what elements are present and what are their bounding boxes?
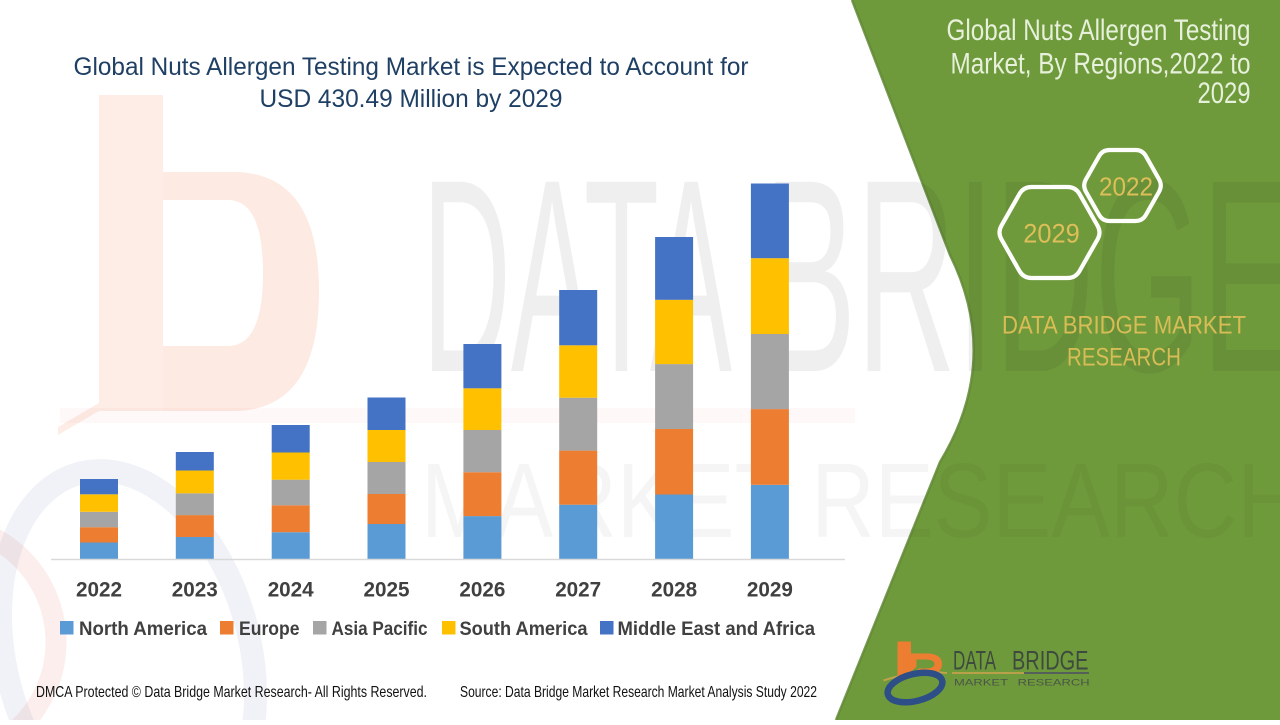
svg-text:DATA: DATA: [953, 646, 996, 676]
svg-text:2028: 2028: [651, 578, 697, 602]
svg-text:2027: 2027: [555, 578, 601, 602]
svg-text:Global Nuts Allergen Testing M: Global Nuts Allergen Testing Market is E…: [74, 53, 749, 81]
svg-text:Middle East and Africa: Middle East and Africa: [618, 618, 816, 640]
svg-text:Global Nuts Allergen Testing: Global Nuts Allergen Testing: [947, 14, 1251, 47]
svg-text:BRIDGE: BRIDGE: [1012, 646, 1089, 676]
svg-text:MARKET RESEARCH: MARKET RESEARCH: [421, 442, 1280, 560]
svg-text:2029: 2029: [1198, 77, 1251, 110]
svg-text:USD 430.49 Million by 2029: USD 430.49 Million by 2029: [260, 85, 563, 113]
svg-text:2025: 2025: [364, 578, 410, 602]
svg-text:RESEARCH: RESEARCH: [1067, 344, 1181, 372]
svg-text:2022: 2022: [1099, 172, 1153, 202]
svg-text:MARKET: MARKET: [954, 678, 1009, 688]
svg-text:DATA BRIDGE MARKET: DATA BRIDGE MARKET: [1002, 312, 1246, 340]
svg-text:Market, By Regions,2022 to: Market, By Regions,2022 to: [951, 48, 1251, 81]
svg-text:Europe: Europe: [239, 618, 300, 640]
svg-text:2026: 2026: [459, 578, 505, 602]
svg-text:RESEARCH: RESEARCH: [1018, 678, 1090, 688]
svg-text:North America: North America: [79, 618, 207, 640]
svg-text:DMCA Protected © Data Bridge M: DMCA Protected © Data Bridge Market Rese…: [36, 684, 427, 701]
svg-text:2029: 2029: [1023, 219, 1080, 249]
svg-text:BRIDGE: BRIDGE: [764, 124, 1280, 431]
svg-text:South America: South America: [460, 618, 588, 640]
svg-text:2023: 2023: [172, 578, 218, 602]
svg-text:2022: 2022: [76, 578, 122, 602]
svg-text:2029: 2029: [747, 578, 793, 602]
svg-text:2024: 2024: [268, 578, 314, 602]
svg-text:Asia Pacific: Asia Pacific: [332, 618, 428, 640]
svg-text:Source: Data Bridge Market Res: Source: Data Bridge Market Research Mark…: [460, 684, 817, 701]
